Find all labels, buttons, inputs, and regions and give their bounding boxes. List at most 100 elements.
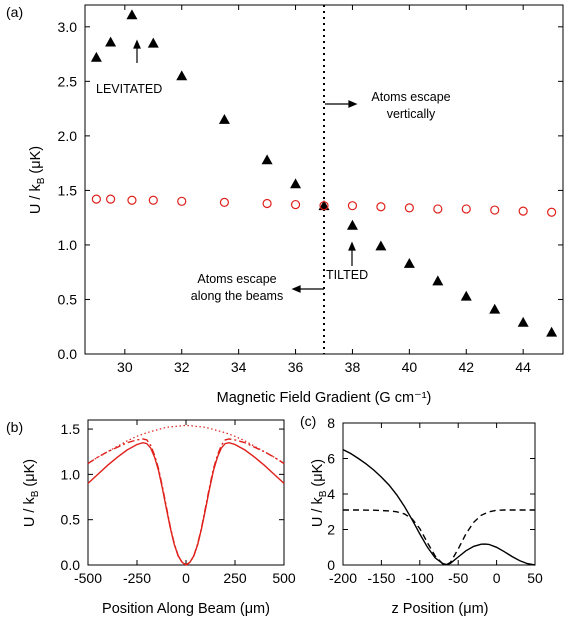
panel-c-xlabel: z Position (μm)	[392, 601, 489, 617]
x-tick-label: 32	[174, 359, 190, 375]
triangle-point	[403, 257, 415, 268]
y-tick-label: 0.5	[58, 291, 78, 307]
annotation-escape-beam-2: along the beams	[191, 289, 283, 303]
circle-point	[127, 195, 137, 205]
panel-c: (c) -200 -150 -100 -50 0 50 0 2 4 6 8 z Position (…	[300, 413, 543, 617]
triangle-point	[290, 178, 302, 189]
y-tick-label: 0.5	[61, 512, 81, 528]
triangle-point	[375, 240, 387, 251]
panel-b-label: (b)	[6, 419, 23, 435]
triangle-point	[318, 200, 330, 211]
panel-c-axes: -200 -150 -100 -50 0 50 0 2 4 6 8	[327, 415, 543, 586]
panel-c-marks	[342, 448, 536, 566]
circle-point	[433, 204, 443, 214]
series-line-solid	[87, 441, 285, 566]
y-tick-label: 3.0	[58, 19, 78, 35]
x-tick-label: -250	[123, 570, 151, 586]
panel-a-axes: 30 32 34 36 38 40 42 44 0.0 0.5 1.0 1.5 2.0 2.5 3.0	[58, 5, 563, 375]
panel-a-label: (a)	[6, 4, 23, 20]
panel-a-marks	[90, 5, 558, 354]
circle-point	[290, 199, 301, 210]
x-tick-label: 0	[182, 570, 190, 586]
x-tick-label: 34	[231, 359, 247, 375]
x-tick-label: 44	[515, 359, 531, 375]
triangle-point	[105, 36, 117, 47]
triangle-point	[218, 114, 230, 124]
panel-c-label: (c)	[300, 413, 316, 429]
arrow-tilted-head	[348, 241, 356, 251]
triangle-point	[546, 326, 558, 337]
y-tick-label: 0.0	[58, 346, 78, 362]
y-tick-label: 0	[327, 557, 335, 573]
x-tick-label: 0	[493, 570, 501, 586]
circle-point	[319, 201, 329, 211]
x-tick-label: 40	[402, 359, 418, 375]
x-tick-label: 50	[527, 570, 543, 586]
panel-a-xlabel: Magnetic Field Gradient (G cm⁻¹)	[217, 390, 432, 406]
x-tick-label: -200	[329, 570, 357, 586]
x-tick-label: 500	[272, 570, 296, 586]
panel-b-axes: -500 -250 0 250 500 0.0 0.5 1.0 1.5	[61, 420, 296, 586]
arrow-escape-vertical-head	[348, 100, 358, 108]
annotation-escape-vertical-1: Atoms escape	[371, 90, 450, 104]
panel-a-ylabel: U / kB (μK)	[28, 146, 47, 214]
y-tick-label: 4	[327, 486, 335, 502]
panel-b-marks	[87, 424, 285, 566]
y-tick-label: 8	[327, 415, 335, 431]
triangle-point	[126, 9, 138, 20]
y-tick-label: 2	[327, 522, 335, 538]
triangle-point	[147, 37, 159, 48]
x-tick-label: -50	[448, 570, 468, 586]
x-tick-label: 36	[288, 359, 304, 375]
triangle-point	[261, 154, 273, 165]
circle-point	[461, 204, 471, 214]
triangle-point	[460, 290, 472, 301]
y-tick-label: 1.0	[61, 466, 81, 482]
annotation-levitated: LEVITATED	[96, 82, 162, 96]
x-tick-label: -500	[74, 570, 102, 586]
arrow-levitated-head	[133, 39, 141, 49]
x-tick-label: -150	[367, 570, 395, 586]
circle-point	[490, 205, 500, 215]
y-tick-label: 0.0	[61, 557, 81, 573]
triangle-point	[489, 303, 501, 314]
circle-point	[404, 203, 414, 213]
series-line-solid	[342, 448, 536, 566]
triangle-point	[517, 316, 529, 327]
series-line-dashdot	[87, 438, 285, 566]
triangle-point	[346, 219, 358, 230]
y-tick-label: 1.5	[61, 421, 81, 437]
y-tick-label: 1.0	[58, 237, 78, 253]
triangle-point	[90, 51, 102, 62]
x-tick-label: -100	[406, 570, 434, 586]
panel-b: (b) -500 -250 0 250 500 0.0 0.5 1.0 1.5 Position…	[6, 419, 296, 617]
circle-point	[547, 207, 557, 217]
panel-b-frame	[87, 419, 285, 566]
panel-b-xlabel: Position Along Beam (μm)	[102, 601, 270, 617]
panel-b-ylabel: U / kB (μK)	[22, 459, 41, 527]
circle-point	[148, 195, 158, 205]
x-tick-label: 38	[345, 359, 361, 375]
y-tick-label: 2.5	[58, 73, 78, 89]
panel-c-frame	[342, 422, 536, 566]
x-tick-label: 30	[117, 359, 133, 375]
circle-point	[262, 198, 272, 209]
arrow-escape-beam-head	[291, 285, 301, 293]
circle-point	[91, 194, 101, 204]
series-line-dashed	[343, 509, 535, 566]
circle-point	[347, 201, 358, 211]
circle-point	[376, 202, 386, 212]
y-tick-label: 2.0	[58, 128, 78, 144]
annotation-escape-vertical-2: vertically	[387, 107, 436, 121]
annotation-escape-beam-1: Atoms escape	[197, 272, 276, 286]
circle-point	[518, 206, 528, 216]
panel-a: (a) 30 32 34 36 38 40 42 44 0.0 0.5 1.0 1.5 2.0 2.5 3.…	[6, 4, 564, 406]
panel-c-ylabel: U / kB (μK)	[310, 459, 329, 527]
triangle-point	[176, 70, 188, 81]
y-tick-label: 6	[327, 451, 335, 467]
circle-point	[219, 197, 230, 208]
x-tick-label: 250	[223, 570, 247, 586]
arrows	[133, 39, 358, 293]
annotation-tilted: TILTED	[326, 268, 368, 282]
